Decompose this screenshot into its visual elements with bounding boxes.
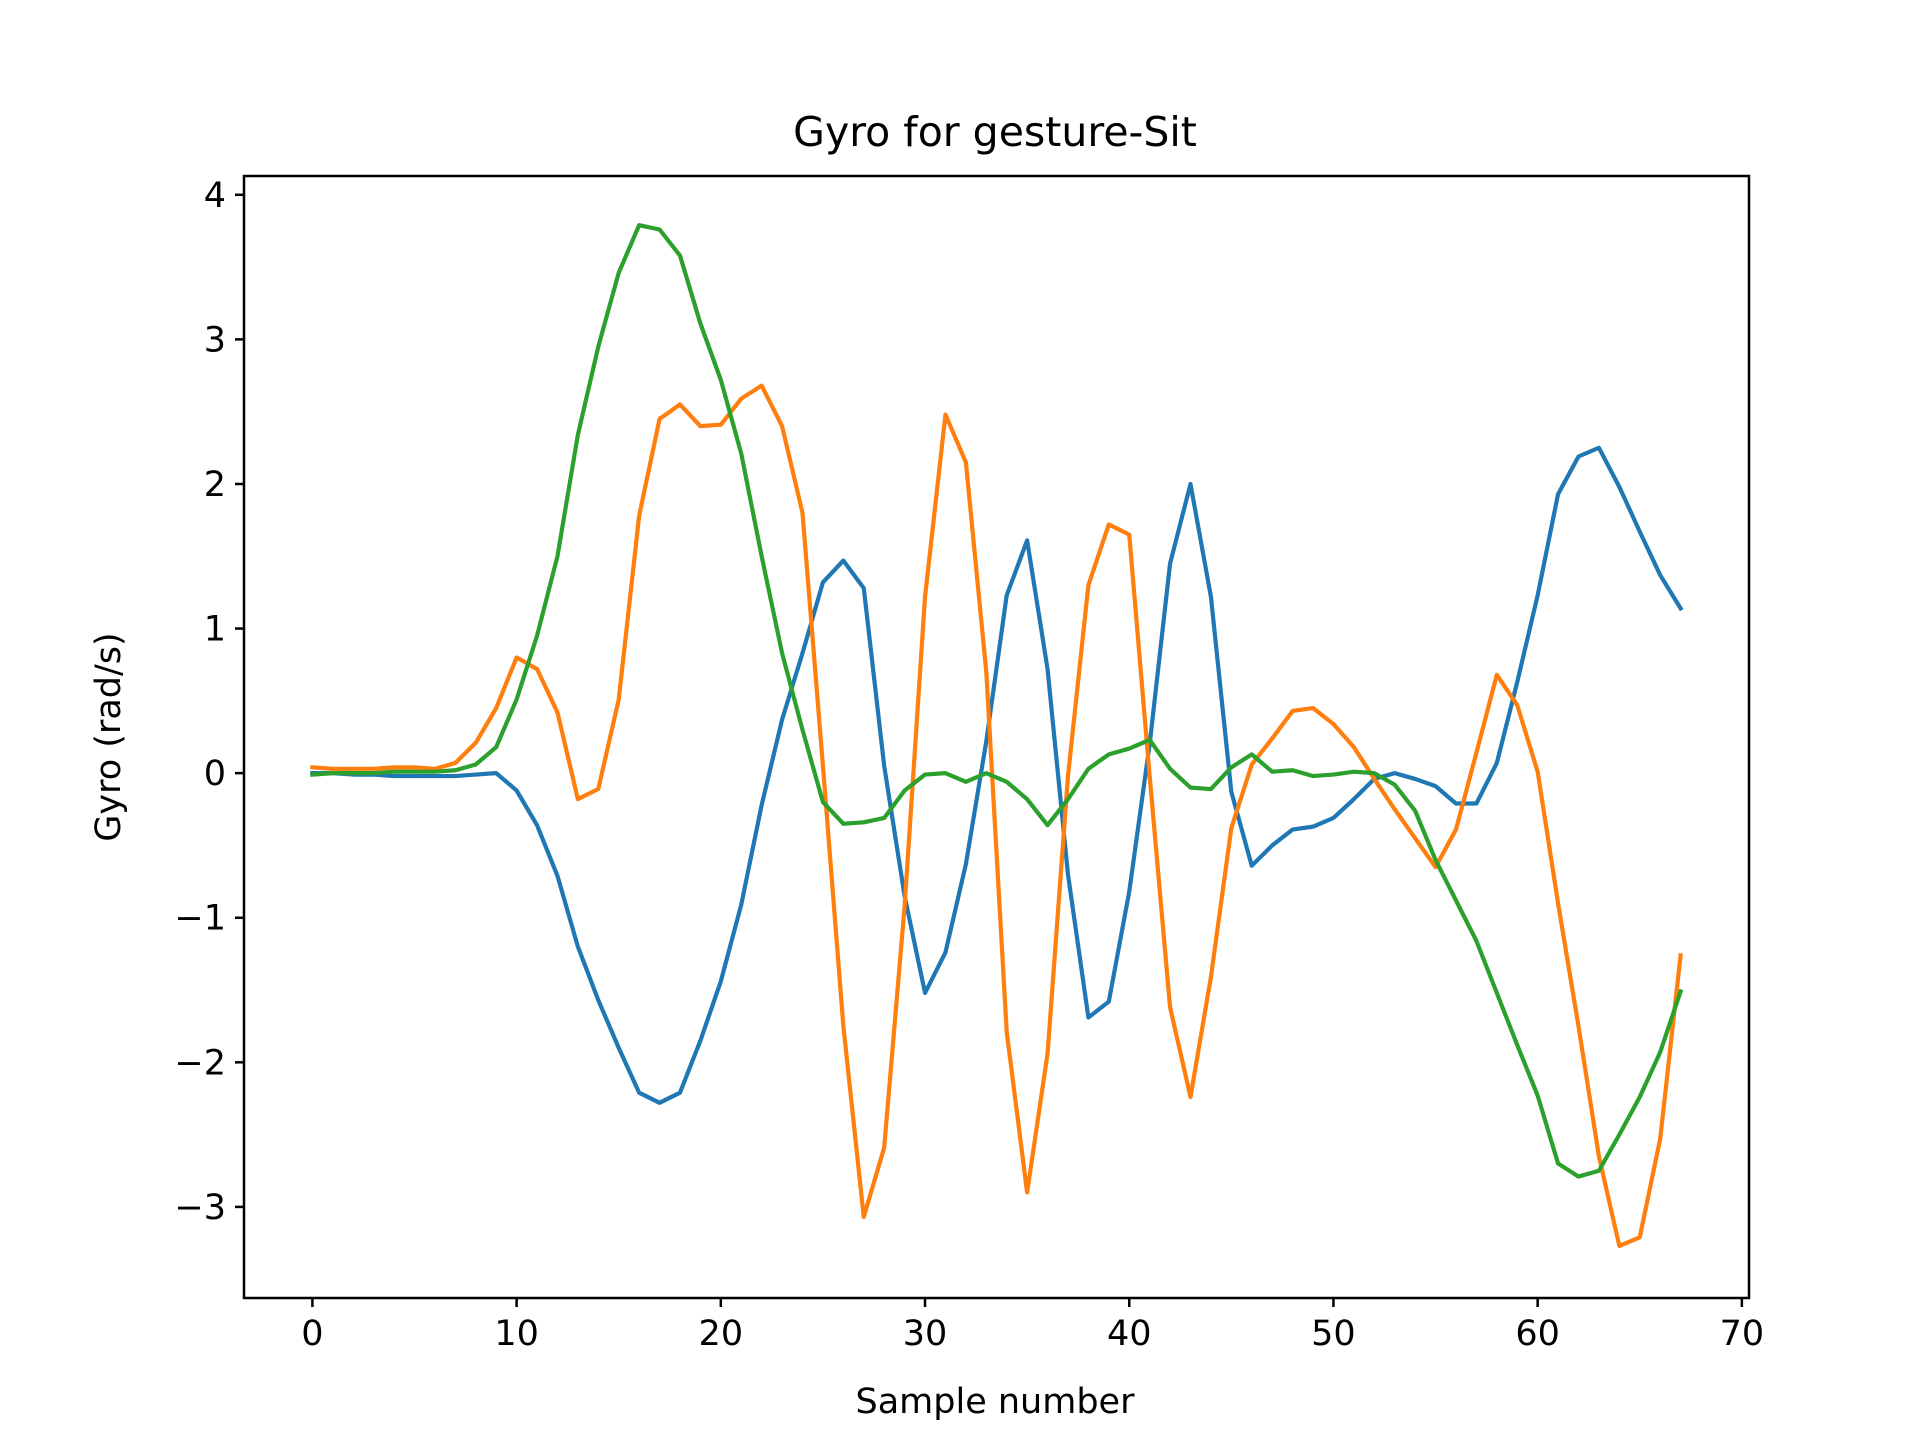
x-axis-ticks: 0 10 20 30 40 50 60 70 bbox=[301, 1298, 1764, 1354]
x-tick-label: 20 bbox=[699, 1314, 744, 1354]
y-axis-label: Gyro (rad/s) bbox=[89, 632, 129, 841]
y-tick-label: 1 bbox=[204, 610, 226, 650]
x-tick-label: 70 bbox=[1720, 1314, 1765, 1354]
x-tick-label: 10 bbox=[494, 1314, 539, 1354]
x-tick-label: 30 bbox=[903, 1314, 948, 1354]
y-axis-ticks: −3 −2 −1 0 1 2 3 4 bbox=[174, 176, 244, 1228]
plot-frame bbox=[242, 174, 1751, 1300]
x-tick-label: 0 bbox=[301, 1314, 323, 1354]
y-tick-label: −3 bbox=[174, 1188, 226, 1228]
y-tick-label: 0 bbox=[204, 754, 226, 794]
chart-title: Gyro for gesture-Sit bbox=[793, 108, 1197, 156]
x-tick-label: 50 bbox=[1311, 1314, 1356, 1354]
y-tick-label: −1 bbox=[174, 899, 226, 939]
x-tick-label: 40 bbox=[1107, 1314, 1152, 1354]
x-axis-label: Sample number bbox=[856, 1382, 1136, 1422]
y-tick-label: −2 bbox=[174, 1043, 226, 1083]
y-tick-label: 4 bbox=[204, 176, 226, 216]
series-line-3 bbox=[310, 223, 1684, 1179]
series-line-1 bbox=[310, 445, 1684, 1105]
x-tick-label: 60 bbox=[1515, 1314, 1560, 1354]
y-tick-label: 2 bbox=[204, 465, 226, 505]
plot-lines bbox=[310, 223, 1684, 1249]
y-tick-label: 3 bbox=[204, 320, 226, 360]
series-line-2 bbox=[310, 383, 1683, 1249]
